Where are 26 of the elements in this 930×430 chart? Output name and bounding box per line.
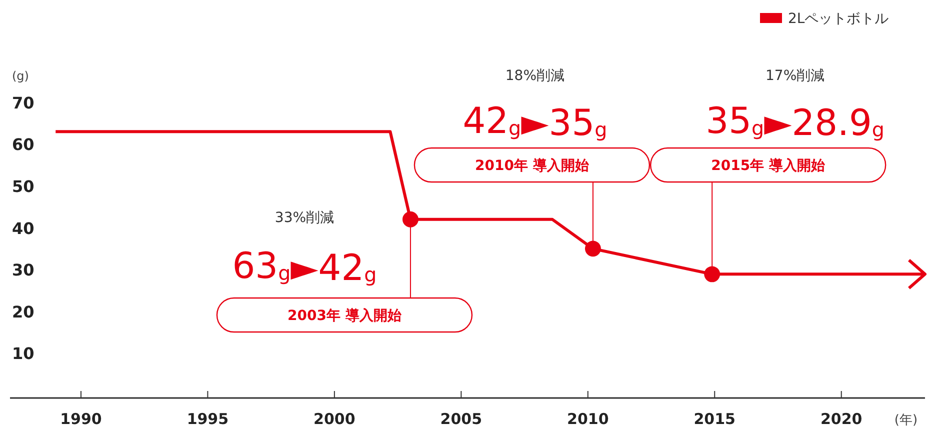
x-tick-label: 1995 [186,410,229,428]
legend-label: 2Lペットボトル [788,11,889,27]
annotation: 2015年 導入開始 [711,157,826,174]
annotation: 2010年 導入開始 [475,157,590,174]
y-tick-label: 40 [12,218,34,238]
x-tick-label: 1990 [60,410,102,428]
y-tick-label: 20 [12,302,34,322]
point [584,240,601,257]
y-tick-label: 70 [12,93,34,112]
y-tick-label: 50 [12,176,34,196]
y-tick-label: 30 [12,260,34,280]
annotation: 18%削減 [505,68,565,84]
annotation: 33%削減 [274,210,334,226]
point [704,266,720,282]
x-tick-label: 2000 [314,410,356,428]
y-tick-label: 60 [12,135,34,154]
annotation: 17%削減 [766,68,825,84]
x-tick-label: 2015 [694,410,736,428]
point [402,211,418,228]
x-tick-label: 2005 [440,410,482,428]
x-axis-title: (年) [894,413,918,428]
annotation: 2003年 導入開始 [288,307,402,324]
x-tick-label: 2020 [820,410,862,428]
y-tick-label: 10 [12,344,34,364]
y-axis-title: (g) [12,69,29,83]
x-tick-label: 2010 [567,410,609,428]
